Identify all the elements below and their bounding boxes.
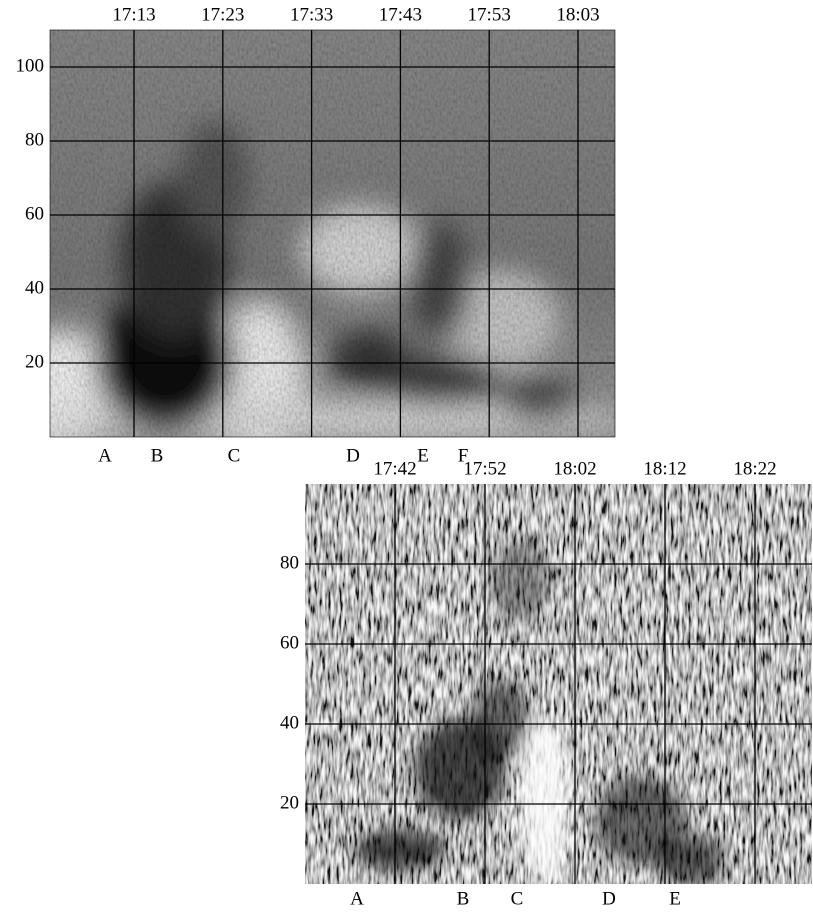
y-tick-label: 80 (280, 552, 299, 573)
event-label: D (346, 445, 360, 466)
x-tick-label: 17:23 (201, 4, 244, 25)
y-tick-label: 20 (25, 351, 44, 372)
event-label: F (458, 445, 469, 466)
event-label: E (669, 888, 681, 909)
event-label: B (151, 445, 164, 466)
y-tick-label: 60 (280, 632, 299, 653)
y-tick-label: 60 (25, 203, 44, 224)
x-tick-label: 18:22 (733, 458, 776, 479)
x-tick-label: 18:03 (556, 4, 599, 25)
x-tick-label: 18:02 (553, 458, 596, 479)
x-tick-label: 17:33 (290, 4, 333, 25)
event-label: D (602, 888, 616, 909)
event-label: B (457, 888, 470, 909)
y-tick-label: 100 (16, 55, 45, 76)
y-tick-label: 80 (25, 129, 44, 150)
event-label: C (511, 888, 524, 909)
event-label: C (228, 445, 241, 466)
echogram-2 (305, 484, 812, 884)
y-tick-label: 40 (25, 277, 44, 298)
x-tick-label: 17:53 (468, 4, 511, 25)
event-label: E (417, 445, 429, 466)
event-label: A (98, 445, 112, 466)
x-tick-label: 17:43 (379, 4, 422, 25)
x-tick-label: 17:52 (463, 458, 506, 479)
y-tick-label: 20 (280, 792, 299, 813)
x-tick-label: 17:13 (112, 4, 155, 25)
y-tick-label: 40 (280, 712, 299, 733)
x-tick-label: 17:42 (373, 458, 416, 479)
x-tick-label: 18:12 (643, 458, 686, 479)
echogram-1 (50, 30, 615, 437)
event-label: A (350, 888, 364, 909)
